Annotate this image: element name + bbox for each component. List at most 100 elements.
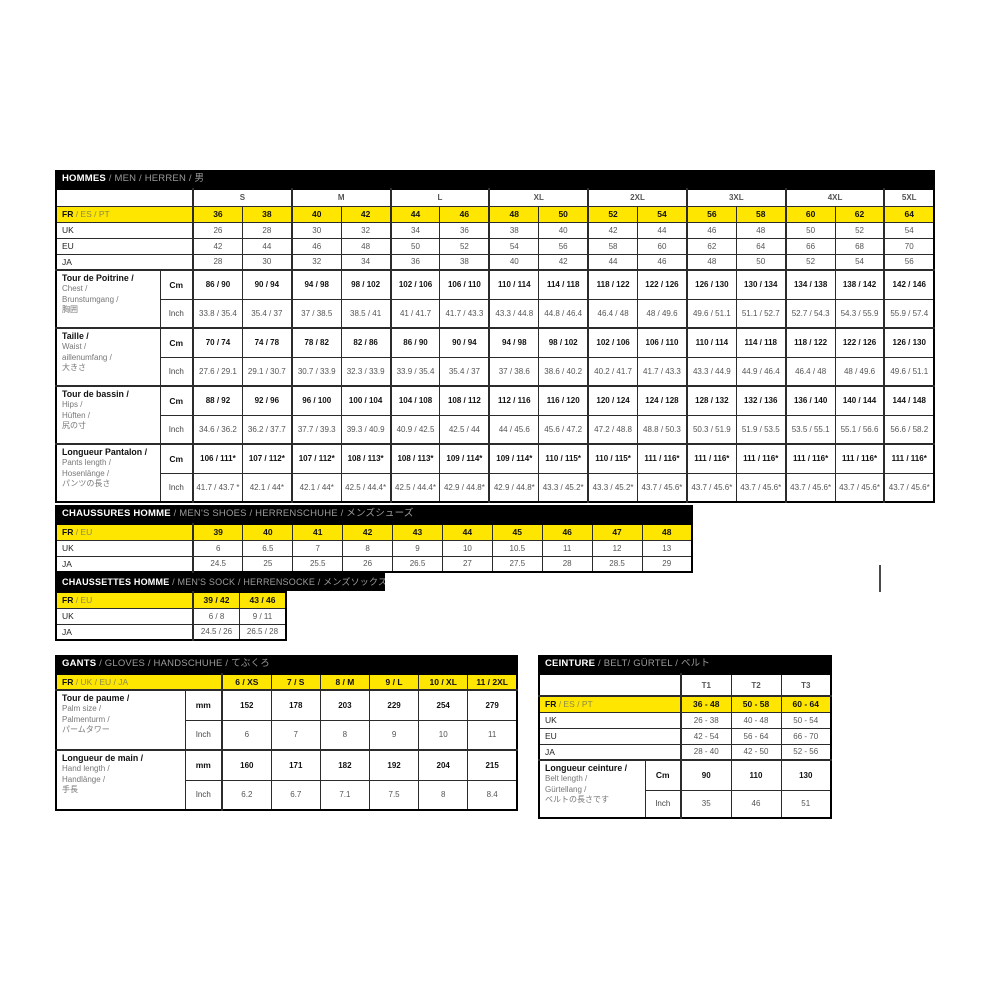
table-cell: 60 - 64 (780, 695, 832, 713)
table-cell: 118 / 122 (784, 327, 836, 358)
table-cell: 96 / 100 (290, 385, 342, 416)
table-cell: 108 / 112 (439, 385, 490, 416)
table-cell: 26 - 38 (680, 711, 732, 729)
table-cell: 254 (418, 689, 469, 721)
table-cell: 26.5 (392, 555, 443, 573)
table-cell: 215 (467, 749, 518, 781)
size-group-l: L (389, 188, 490, 207)
table-cell: 60 (784, 205, 836, 223)
measure-label-sub: Belt length / Gürtellang / ベルトの長さです (545, 774, 609, 805)
measure-label-waist: Taille / Waist / aillenumfang / 大きさ (55, 327, 161, 387)
ja-row: JA 28 30 32 34 36 38 40 42 44 46 48 50 52 54 56 (55, 253, 935, 271)
table-cell: 46 (730, 789, 782, 819)
unit-cm: Cm (159, 385, 194, 416)
section-title-translations: / BELT/ GÜRTEL / ベルト (595, 658, 711, 669)
table-cell: 46 (439, 205, 490, 223)
table-cell: 9 (392, 539, 443, 557)
table-cell: 8.4 (467, 779, 518, 811)
table-cell: 122 / 126 (834, 327, 885, 358)
ja-row: JA 28 - 40 42 - 50 52 - 56 (538, 743, 832, 761)
table-cell: 42 (191, 237, 243, 255)
size-group-4xl: 4XL (784, 188, 885, 207)
table-cell: 134 / 138 (784, 269, 836, 300)
fr-es-pt-row: FR / ES / PT 36 38 40 42 44 46 48 50 52 54 56 58 60 6… (55, 205, 935, 223)
table-cell: 38 (241, 205, 293, 223)
table-cell: 110 / 114 (488, 269, 540, 300)
row-label-uk: UK (55, 607, 194, 625)
table-cell: 114 / 118 (735, 327, 787, 358)
table-cell: 26.5 / 28 (239, 623, 287, 641)
measure-label-chest: Tour de Poitrine / Chest / Brunstumgang /… (55, 269, 161, 329)
table-cell: 42 - 50 (730, 743, 782, 761)
unit-inch: Inch (184, 719, 223, 751)
table-cell: 6 / XS (221, 673, 272, 691)
table-cell: 42 (587, 221, 639, 239)
table-cell: 41.7 / 43.7 * (191, 472, 243, 503)
table-cell: 45.6 / 47.2 (538, 414, 589, 445)
table-cell: 86 / 90 (389, 327, 441, 358)
table-cell: 110 / 115* (538, 443, 589, 474)
table-cell: 90 (680, 759, 732, 791)
section-header-gloves: GANTS / GLOVES / HANDSCHUHE / てぶくろ (55, 655, 518, 673)
measure-label-main: Longueur Pantalon / (62, 447, 148, 457)
table-cell: 43.7 / 45.6* (834, 472, 885, 503)
section-header-hommes: HOMMES / MEN / HERREN / 男 (55, 170, 935, 188)
table-cell: 41 (292, 523, 344, 541)
table-cell: 42.5 / 44.4* (340, 472, 392, 503)
table-cell: 28 - 40 (680, 743, 732, 761)
section-title: CEINTURE (545, 658, 596, 669)
table-cell: 70 / 74 (191, 327, 243, 358)
measure-label-sub: Waist / aillenumfang / 大きさ (62, 342, 112, 373)
table-cell: 48 / 49.6 (637, 298, 688, 329)
table-cell: 52 (784, 253, 836, 271)
table-cell: 90 / 94 (439, 327, 490, 358)
row-label-fr-uk-eu-ja: FR / UK / EU / JA (55, 673, 223, 691)
table-cell: 48 (641, 523, 693, 541)
table-cell: 42.1 / 44* (290, 472, 342, 503)
table-cell: 44 (637, 221, 688, 239)
table-cell: 30.7 / 33.9 (290, 356, 342, 387)
table-cell: 43 / 46 (239, 591, 287, 609)
table-cell: 204 (418, 749, 469, 781)
table-cell: 110 (730, 759, 782, 791)
table-cell: 6.2 (221, 779, 272, 811)
table-cell: 86 / 90 (191, 269, 243, 300)
row-label-eu: EU (538, 727, 682, 745)
hand-length-inch-row: Inch 6.2 6.7 7.1 7.5 8 8.4 (56, 779, 518, 811)
table-cell: 27 (441, 555, 493, 573)
table-cell: 40 (242, 523, 294, 541)
table-cell: 106 / 110 (439, 269, 490, 300)
table-cell: 100 / 104 (340, 385, 392, 416)
table-cell: 27.6 / 29.1 (191, 356, 243, 387)
table-cell: 36.2 / 37.7 (241, 414, 293, 445)
table-cell: 43.7 / 45.6* (685, 472, 737, 503)
table-cell: 12 (591, 539, 643, 557)
table-cell: 82 / 86 (340, 327, 392, 358)
uk-row: UK 26 - 38 40 - 48 50 - 54 (538, 711, 832, 729)
table-cell: 42 (340, 205, 392, 223)
table-cell: 28 (541, 555, 593, 573)
measure-label-hand-length: Longueur de main / Hand length / Handläng… (55, 749, 186, 811)
fr-es-pt-row: FR / ES / PT 36 - 48 50 - 58 60 - 64 (538, 695, 832, 713)
table-cell: 104 / 108 (389, 385, 441, 416)
table-cell: 106 / 110 (637, 327, 688, 358)
section-title-translations: / MEN'S SOCK / HERRENSOCKE / メンズソックス (169, 577, 385, 587)
table-cell: 107 / 112* (290, 443, 342, 474)
table-cell: 152 (221, 689, 272, 721)
table-cell: 10 (441, 539, 493, 557)
table-cell: 52.7 / 54.3 (784, 298, 836, 329)
table-cell: 28.5 (591, 555, 643, 573)
table-cell: 48 / 49.6 (834, 356, 885, 387)
table-cell: 6 / 8 (192, 607, 240, 625)
table-cell: 49.6 / 51.1 (685, 298, 737, 329)
table-cell: 44 / 45.6 (488, 414, 540, 445)
table-cell: 111 / 116* (685, 443, 737, 474)
hips-inch-row: Inch 34.6 / 36.2 36.2 / 37.7 37.7 / 39.3 39… (56, 414, 935, 445)
section-title: CHAUSSURES HOMME (62, 508, 171, 519)
table-cell: 111 / 116* (784, 443, 836, 474)
table-cell: 64 (883, 205, 935, 223)
table-cell: 98 / 102 (340, 269, 392, 300)
table-cell: T2 (730, 673, 782, 697)
